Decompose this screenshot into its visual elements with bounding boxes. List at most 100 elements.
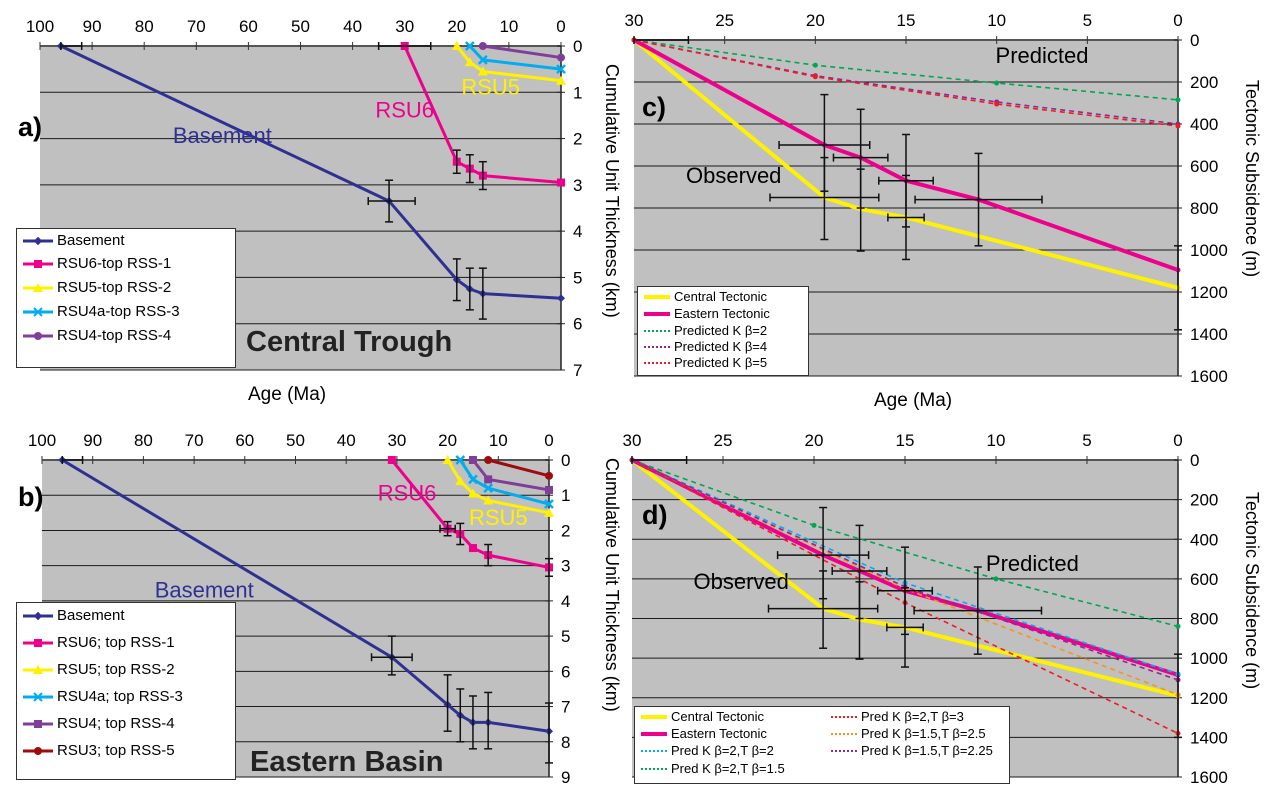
- y-tick-label: 400: [1190, 530, 1218, 549]
- y-tick-label: 5: [573, 268, 582, 287]
- legend-item: Pred K β=1.5,T β=2.5: [831, 726, 986, 741]
- data-point: [557, 178, 565, 187]
- legend-label: Pred K β=2,T β=3: [861, 709, 964, 724]
- data-point: [484, 456, 493, 464]
- x-tick-label: 50: [286, 431, 305, 450]
- x-tick-label: 10: [489, 431, 508, 450]
- legend-swatch-rsu4a: [23, 691, 53, 702]
- panel-letter-a: a): [18, 112, 43, 142]
- data-point: [464, 57, 475, 67]
- data-point: [812, 74, 818, 80]
- y-tick-label: 3: [561, 557, 570, 576]
- annotation-label: RSU5: [469, 505, 528, 530]
- data-point: [994, 80, 1000, 86]
- legend-d: Central Tectonic Eastern Tectonic Pred K…: [634, 706, 1010, 784]
- legend-label: RSU4a; top RSS-3: [57, 688, 183, 705]
- x-tick-label: 0: [556, 17, 565, 36]
- x-tick-label: 5: [1083, 11, 1092, 30]
- legend-item: Pred K β=1.5,T β=2.25: [831, 743, 993, 758]
- data-point: [468, 456, 477, 464]
- y-tick-label: 800: [1190, 610, 1218, 629]
- data-point: [477, 66, 488, 76]
- y-tick-label: 5: [561, 627, 570, 646]
- y-tick-label: 600: [1190, 570, 1218, 589]
- legend-item: RSU5; top RSS-2: [23, 661, 175, 678]
- data-point: [1175, 123, 1181, 129]
- y-tick-label: 1: [573, 83, 582, 102]
- y-tick-label: 7: [561, 698, 570, 717]
- legend-swatch-basement: [23, 611, 53, 620]
- legend-swatch-rsu4a: [23, 306, 53, 317]
- series-line: [60, 44, 562, 300]
- legend-label: RSU6; top RSS-1: [57, 634, 175, 651]
- y-tick-label: 1400: [1190, 325, 1228, 344]
- data-point: [545, 485, 553, 494]
- legend-swatch-pred-t2: [641, 749, 667, 752]
- y-tick-label: 0: [1190, 451, 1199, 470]
- y-tick-label: 1400: [1190, 728, 1228, 747]
- legend-item: RSU3; top RSS-5: [23, 742, 175, 759]
- legend-swatch-rsu4: [23, 331, 53, 340]
- data-point: [442, 455, 453, 464]
- panel-title-eastern-basin: Eastern Basin: [250, 746, 444, 778]
- series-line: [631, 458, 1179, 677]
- legend-label: Pred K β=1.5,T β=2.25: [861, 743, 993, 758]
- y-tick-label: 1200: [1190, 283, 1228, 302]
- data-point: [556, 75, 566, 85]
- y-tick-label: 7: [573, 361, 582, 380]
- annotation-label: Predicted: [986, 551, 1079, 576]
- legend-swatch-eastern: [641, 731, 667, 736]
- y-tick-label: 200: [1190, 491, 1218, 510]
- series-line: [633, 39, 1179, 101]
- annotation-label: Basement: [155, 577, 254, 602]
- legend-swatch-rsu6: [23, 638, 53, 647]
- x-tick-label: 70: [185, 431, 204, 450]
- annotation-label: RSU6: [375, 98, 434, 123]
- legend-swatch-pred-b2: [644, 329, 670, 332]
- legend-label: RSU6-top RSS-1: [57, 255, 172, 272]
- data-point: [544, 499, 554, 509]
- legend-item: Pred K β=2,T β=1.5: [641, 761, 785, 776]
- axis-title-thickness-a: Cumulative Unit Thickness (km): [602, 64, 622, 318]
- x-tick-label: 20: [805, 431, 824, 450]
- data-point: [477, 55, 488, 65]
- x-tick-label: 80: [135, 17, 154, 36]
- x-tick-label: 5: [1082, 431, 1091, 450]
- x-tick-label: 15: [896, 431, 915, 450]
- y-tick-label: 4: [561, 592, 570, 611]
- panel-title-central-trough: Central Trough: [246, 326, 453, 358]
- annotation-label: Basement: [173, 123, 272, 148]
- y-tick-label: 400: [1190, 115, 1218, 134]
- legend-label: RSU5; top RSS-2: [57, 661, 175, 678]
- x-tick-label: 40: [337, 431, 356, 450]
- y-tick-label: 0: [561, 451, 570, 470]
- series-line: [633, 39, 1179, 127]
- series-line: [390, 459, 550, 569]
- x-tick-label: 60: [235, 431, 254, 450]
- x-tick-label: 20: [447, 17, 466, 36]
- x-tick-label: 15: [897, 11, 916, 30]
- y-tick-label: 0: [573, 37, 582, 56]
- legend-swatch-pred-t25: [831, 732, 857, 735]
- chart-panel-d: 30 25 20 15 10 5 00 200 400 600 800 1000 1200 1400 160…: [623, 431, 1228, 787]
- legend-item: Central Tectonic: [641, 709, 764, 724]
- axis-title-age-c: Age (Ma): [874, 390, 953, 411]
- legend-swatch-eastern: [644, 311, 670, 316]
- x-tick-label: 20: [438, 431, 457, 450]
- legend-label: Pred K β=2,T β=2: [671, 743, 774, 758]
- legend-swatch-basement: [23, 236, 53, 245]
- data-point: [993, 576, 999, 582]
- y-tick-label: 9: [561, 768, 570, 787]
- legend-item: Predicted K β=2: [644, 323, 767, 338]
- legend-label: Eastern Tectonic: [671, 726, 767, 741]
- y-tick-label: 1000: [1190, 649, 1228, 668]
- legend-swatch-rsu5: [23, 282, 53, 292]
- legend-label: RSU4-top RSS-4: [57, 327, 172, 344]
- panel-letter-b: b): [18, 482, 44, 512]
- legend-swatch-rsu3: [23, 746, 53, 755]
- x-tick-label: 30: [625, 11, 644, 30]
- legend-item: RSU6; top RSS-1: [23, 634, 175, 651]
- x-tick-label: 0: [544, 431, 553, 450]
- legend-swatch-pred-b5: [644, 361, 670, 364]
- annotation-label: Observed: [694, 569, 789, 594]
